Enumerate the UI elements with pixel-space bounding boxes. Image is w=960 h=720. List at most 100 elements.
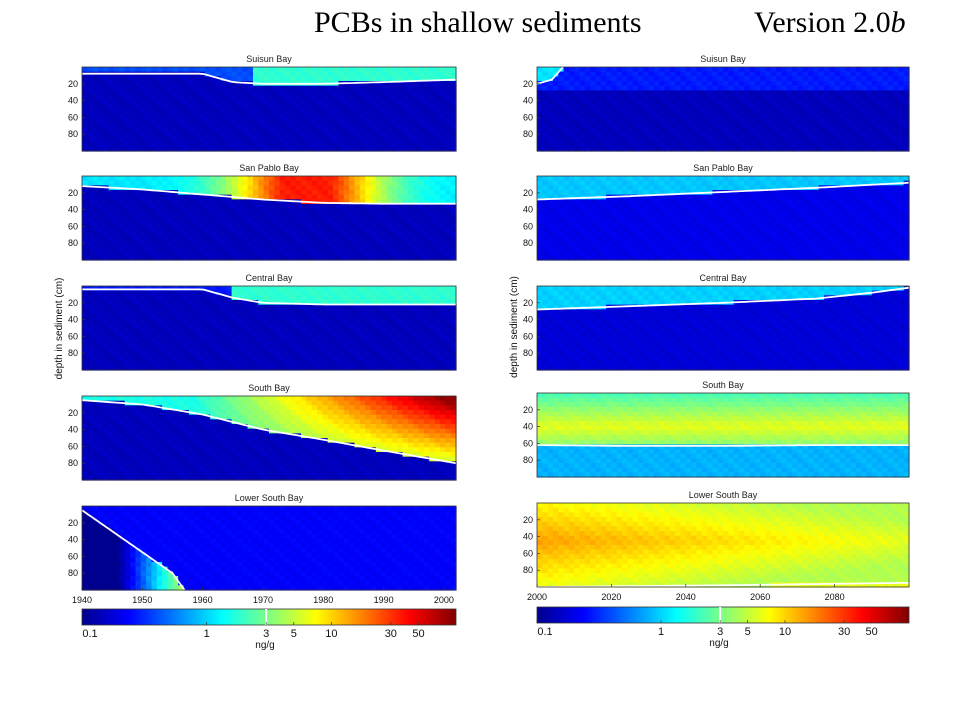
heatmap-cell <box>327 246 334 252</box>
heatmap-cell <box>434 286 441 292</box>
heatmap-cell <box>108 204 115 210</box>
heatmap-cell <box>322 222 329 228</box>
heatmap-cell <box>87 250 94 256</box>
heatmap-cell <box>210 304 217 310</box>
heatmap-cell <box>407 351 414 357</box>
heatmap-cell <box>359 300 366 306</box>
heatmap-cell <box>333 104 340 110</box>
heatmap-cell <box>130 241 137 247</box>
heatmap-cell <box>343 241 350 247</box>
heatmap-cell <box>108 323 115 329</box>
heatmap-cell <box>269 346 275 352</box>
heatmap-cell <box>402 146 409 152</box>
heatmap-cell <box>146 351 153 357</box>
heatmap-cell <box>215 286 222 292</box>
heatmap-cell <box>359 332 366 338</box>
heatmap-cell <box>204 123 211 129</box>
heatmap-cell <box>146 456 153 462</box>
heatmap-cell <box>263 246 270 252</box>
heatmap-cell <box>274 232 281 238</box>
heatmap-cell <box>386 190 393 196</box>
heatmap-cell <box>199 113 206 119</box>
heatmap-cell <box>434 180 441 186</box>
heatmap-cell <box>322 475 329 481</box>
heatmap-cell <box>108 396 115 402</box>
heatmap-cell <box>231 342 238 348</box>
heatmap-cell <box>130 414 137 420</box>
heatmap-cell <box>375 342 382 348</box>
heatmap-cell <box>215 176 222 182</box>
heatmap-cell <box>439 304 446 310</box>
heatmap-cell <box>354 118 361 124</box>
heatmap-cell <box>423 456 430 462</box>
heatmap-cell <box>162 199 169 205</box>
heatmap-cell <box>322 246 329 252</box>
heatmap-cell <box>92 475 99 481</box>
heatmap-cell <box>103 290 110 296</box>
heatmap-cell <box>242 442 249 448</box>
heatmap-cell <box>322 304 329 310</box>
heatmap-cell <box>311 295 318 301</box>
heatmap-cell <box>269 71 275 77</box>
heatmap-cell <box>140 81 147 87</box>
heatmap-cell <box>258 314 265 320</box>
heatmap-cell <box>322 113 329 119</box>
heatmap-cell <box>247 470 254 476</box>
heatmap-cell <box>146 396 153 402</box>
heatmap-cell <box>295 85 302 91</box>
heatmap-cell <box>338 290 345 296</box>
heatmap-cell <box>375 241 382 247</box>
heatmap-cell <box>290 295 297 301</box>
heatmap-cell <box>423 127 430 133</box>
heatmap-cell <box>333 71 340 77</box>
heatmap-cell <box>220 433 227 439</box>
heatmap-cell <box>220 428 227 434</box>
heatmap-cell <box>92 290 99 296</box>
heatmap-cell <box>434 309 441 315</box>
heatmap-cell <box>103 90 110 96</box>
heatmap-cell <box>199 442 206 448</box>
heatmap-cell <box>306 300 313 306</box>
heatmap-cell <box>258 123 265 129</box>
heatmap-cell <box>263 461 270 467</box>
heatmap-cell <box>82 360 88 366</box>
heatmap-cell <box>354 405 361 411</box>
heatmap-cell <box>231 461 238 467</box>
heatmap-cell <box>301 113 307 119</box>
heatmap-cell <box>359 104 366 110</box>
heatmap-cell <box>124 466 131 472</box>
heatmap-cell <box>397 466 404 472</box>
heatmap-cell <box>156 304 163 310</box>
heatmap-cell <box>178 255 185 261</box>
heatmap-cell <box>247 300 254 306</box>
heatmap-cell <box>82 241 88 247</box>
heatmap-cell <box>140 213 147 219</box>
heatmap-cell <box>194 222 201 228</box>
heatmap-cell <box>82 396 88 402</box>
heatmap-cell <box>108 113 115 119</box>
heatmap-cell <box>423 241 430 247</box>
heatmap-cell <box>140 356 147 362</box>
heatmap-cell <box>274 132 281 138</box>
heatmap-cell <box>413 342 420 348</box>
heatmap-cell <box>317 365 324 371</box>
heatmap-cell <box>236 76 243 82</box>
heatmap-cell <box>349 76 356 82</box>
heatmap-cell <box>226 250 233 256</box>
heatmap-cell <box>301 290 307 296</box>
heatmap-cell <box>124 176 131 182</box>
heatmap-cell <box>119 194 126 200</box>
heatmap-cell <box>365 433 372 439</box>
heatmap-cell <box>119 127 126 133</box>
heatmap-cell <box>365 71 372 77</box>
heatmap-cell <box>295 141 302 147</box>
heatmap-cell <box>146 304 153 310</box>
heatmap-cell <box>359 365 366 371</box>
heatmap-cell <box>119 351 126 357</box>
heatmap-cell <box>290 132 297 138</box>
heatmap-cell <box>407 141 414 147</box>
heatmap-cell <box>402 204 409 210</box>
heatmap-cell <box>199 222 206 228</box>
heatmap-cell <box>285 71 291 77</box>
heatmap-cell <box>317 442 324 448</box>
